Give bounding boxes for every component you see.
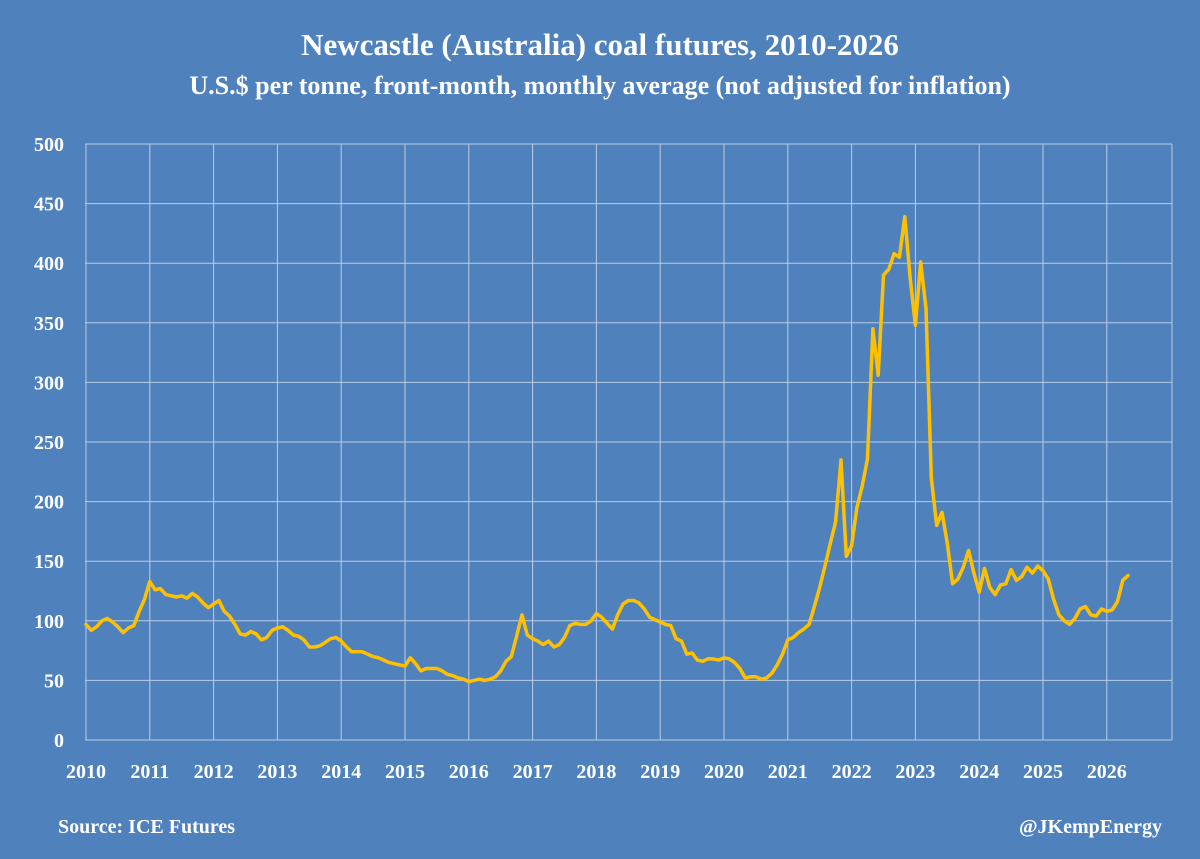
x-tick-label: 2025 (1023, 761, 1063, 783)
y-tick-label: 400 (34, 253, 64, 275)
y-tick-label: 350 (34, 313, 64, 335)
x-tick-label: 2021 (768, 761, 808, 783)
y-tick-label: 450 (34, 194, 64, 216)
x-tick-label: 2012 (194, 761, 234, 783)
x-tick-label: 2018 (576, 761, 616, 783)
chart-subtitle: U.S.$ per tonne, front-month, monthly av… (189, 71, 1011, 100)
x-tick-label: 2022 (832, 761, 872, 783)
series-line-0 (84, 214, 1130, 684)
x-tick-label: 2015 (385, 761, 425, 783)
source-note: Source: ICE Futures (58, 816, 236, 838)
y-tick-label: 0 (54, 730, 64, 752)
x-tick-label: 2020 (704, 761, 744, 783)
y-tick-label: 250 (34, 432, 64, 454)
y-tick-label: 500 (34, 134, 64, 156)
x-tick-label: 2014 (321, 761, 361, 783)
x-tick-label: 2026 (1087, 761, 1127, 783)
y-tick-label: 150 (34, 551, 64, 573)
x-tick-label: 2023 (895, 761, 935, 783)
x-tick-label: 2019 (640, 761, 680, 783)
y-tick-label: 200 (34, 492, 64, 514)
x-tick-label: 2010 (66, 761, 106, 783)
x-tick-label: 2017 (513, 761, 553, 783)
chart-title: Newcastle (Australia) coal futures, 2010… (301, 27, 899, 62)
x-tick-label: 2011 (130, 761, 169, 783)
author-handle: @JKempEnergy (1018, 816, 1162, 838)
x-tick-label: 2024 (959, 761, 999, 783)
y-tick-label: 100 (34, 611, 64, 633)
y-tick-label: 300 (34, 372, 64, 394)
y-tick-label: 50 (44, 670, 64, 692)
x-tick-label: 2016 (449, 761, 489, 783)
x-tick-label: 2013 (257, 761, 297, 783)
